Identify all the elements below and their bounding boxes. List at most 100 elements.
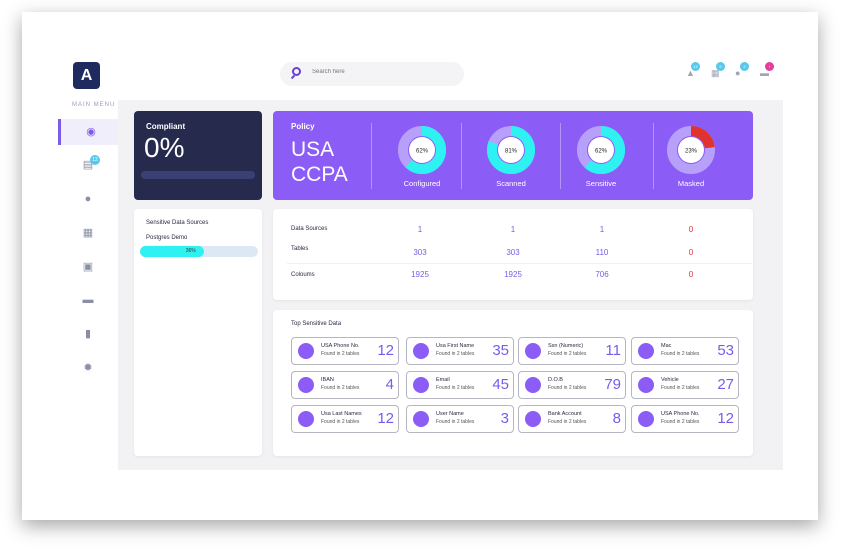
sensitive-data-tile[interactable]: USA Phone No. Found in 2 tables 12 xyxy=(631,405,739,433)
apps-icon: ▦ xyxy=(82,227,94,239)
calendar-icon: ▬ xyxy=(82,294,94,306)
data-type-icon xyxy=(525,377,541,393)
sensitive-source-progress-fill xyxy=(140,246,204,257)
cart-icon[interactable]: ▬! xyxy=(760,62,774,78)
data-type-name: IBAN xyxy=(321,377,334,383)
sensitive-source-progress: 36% xyxy=(140,246,258,257)
policy-divider xyxy=(461,123,462,189)
data-type-icon xyxy=(638,411,654,427)
sidebar-item-chat[interactable]: ● xyxy=(72,186,104,212)
data-type-icon xyxy=(638,377,654,393)
sidebar-item-dashboard[interactable]: ◉ xyxy=(58,119,121,145)
data-type-subtitle: Found in 2 tables xyxy=(548,351,587,357)
donut-chart: 23% xyxy=(667,126,715,174)
sensitive-data-tile[interactable]: IBAN Found in 2 tables 4 xyxy=(291,371,399,399)
sensitive-source-item[interactable]: Postgres Demo xyxy=(146,235,188,241)
data-type-count: 35 xyxy=(492,342,509,359)
sidebar-item-book[interactable]: ▮ xyxy=(72,321,104,347)
search-icon xyxy=(292,67,301,76)
sidebar-item-gear[interactable]: ✹ xyxy=(72,355,104,381)
data-type-icon xyxy=(525,343,541,359)
stats-cell: 1925 xyxy=(504,270,522,279)
stats-row-label: Tables xyxy=(291,246,309,252)
sensitive-data-tile[interactable]: Usa Last Names Found in 2 tables 12 xyxy=(291,405,399,433)
data-type-count: 11 xyxy=(605,342,621,359)
donut-label: Scanned xyxy=(496,179,526,188)
brand-logo[interactable]: A xyxy=(73,62,100,89)
policy-divider xyxy=(371,123,372,189)
inbox-icon: ▤ xyxy=(82,159,94,171)
sensitive-data-tile[interactable]: Usa First Name Found in 2 tables 35 xyxy=(406,337,514,365)
briefcase-icon: ▣ xyxy=(82,261,94,273)
sensitive-data-tile[interactable]: Bank Account Found in 2 tables 8 xyxy=(518,405,626,433)
sensitive-data-tile[interactable]: Vehicle Found in 2 tables 27 xyxy=(631,371,739,399)
data-type-subtitle: Found in 2 tables xyxy=(436,385,475,391)
chat-icon[interactable]: ● 2 xyxy=(735,62,749,78)
policy-divider xyxy=(653,123,654,189)
stats-cell: 0 xyxy=(688,225,694,234)
donut-percent: 62% xyxy=(595,149,608,155)
search-input[interactable] xyxy=(310,68,454,76)
data-type-icon xyxy=(298,411,314,427)
data-type-count: 53 xyxy=(717,342,734,359)
data-type-name: USA Phone No. xyxy=(661,411,700,417)
sidebar-item-inbox[interactable]: ▤ 12 xyxy=(72,152,104,178)
data-type-icon xyxy=(525,411,541,427)
data-type-icon xyxy=(298,343,314,359)
donut-value-arc xyxy=(667,126,715,174)
donut-value-arc xyxy=(398,126,446,174)
stats-card xyxy=(273,209,753,300)
donut-label: Configured xyxy=(403,179,441,188)
data-type-name: Ssn (Numeric) xyxy=(548,343,584,349)
notification-badge: ! xyxy=(765,62,774,71)
stats-cell: 0 xyxy=(688,270,694,279)
data-type-name: Usa Last Names xyxy=(321,411,362,417)
gift-icon[interactable]: ▦ 5 xyxy=(711,62,725,78)
compliant-card: Compliant 0% xyxy=(134,111,262,200)
data-type-subtitle: Found in 2 tables xyxy=(661,419,700,425)
sensitive-data-tile[interactable]: Ssn (Numeric) Found in 2 tables 11 xyxy=(518,337,626,365)
data-type-subtitle: Found in 2 tables xyxy=(436,419,475,425)
donut-center xyxy=(678,137,704,163)
stats-cell: 1925 xyxy=(411,270,429,279)
sensitive-data-tile[interactable]: Mac Found in 2 tables 53 xyxy=(631,337,739,365)
data-type-count: 27 xyxy=(717,376,734,393)
stats-cell: 706 xyxy=(595,270,609,279)
stats-cell: 303 xyxy=(413,248,427,257)
data-type-icon xyxy=(413,377,429,393)
notification-badge: 5 xyxy=(716,62,725,71)
donut-chart: 81% xyxy=(487,126,535,174)
data-type-count: 4 xyxy=(385,376,394,393)
gear-icon: ✹ xyxy=(83,362,93,374)
data-type-count: 3 xyxy=(500,410,509,427)
sidebar-item-apps[interactable]: ▦ xyxy=(72,220,104,246)
stats-cell: 110 xyxy=(595,248,609,257)
donut-percent: 62% xyxy=(416,149,429,155)
sensitive-sources-title: Sensitive Data Sources xyxy=(146,220,209,226)
data-type-name: USA Phone No. xyxy=(321,343,360,349)
data-type-icon xyxy=(413,411,429,427)
donut-value-arc xyxy=(577,126,625,174)
sensitive-data-tile[interactable]: Email Found in 2 tables 45 xyxy=(406,371,514,399)
sensitive-data-tile[interactable]: D.O.B Found in 2 tables 79 xyxy=(518,371,626,399)
data-type-icon xyxy=(413,343,429,359)
sensitive-data-tile[interactable]: USA Phone No. Found in 2 tables 12 xyxy=(291,337,399,365)
bell-icon[interactable]: ▲ 12 xyxy=(686,62,700,78)
data-type-name: Bank Account xyxy=(548,411,582,417)
sensitive-source-percent: 36% xyxy=(185,248,196,254)
donut-center xyxy=(409,137,435,163)
data-type-subtitle: Found in 2 tables xyxy=(321,351,360,357)
main-menu-label: MAIN MENU xyxy=(72,102,116,108)
stats-cell: 1 xyxy=(510,225,516,234)
sidebar-item-briefcase[interactable]: ▣ xyxy=(72,254,104,280)
search-bar[interactable] xyxy=(280,62,464,86)
sidebar-badge: 12 xyxy=(90,155,100,165)
data-type-name: Vehicle xyxy=(661,377,679,383)
sensitive-data-tile[interactable]: User Name Found in 2 tables 3 xyxy=(406,405,514,433)
sidebar-item-calendar[interactable]: ▬ xyxy=(72,287,104,313)
policy-divider xyxy=(560,123,561,189)
chat-icon: ● xyxy=(84,193,92,205)
donut-chart: 62% xyxy=(577,126,625,174)
data-type-icon xyxy=(298,377,314,393)
donut-value-arc xyxy=(487,126,535,174)
